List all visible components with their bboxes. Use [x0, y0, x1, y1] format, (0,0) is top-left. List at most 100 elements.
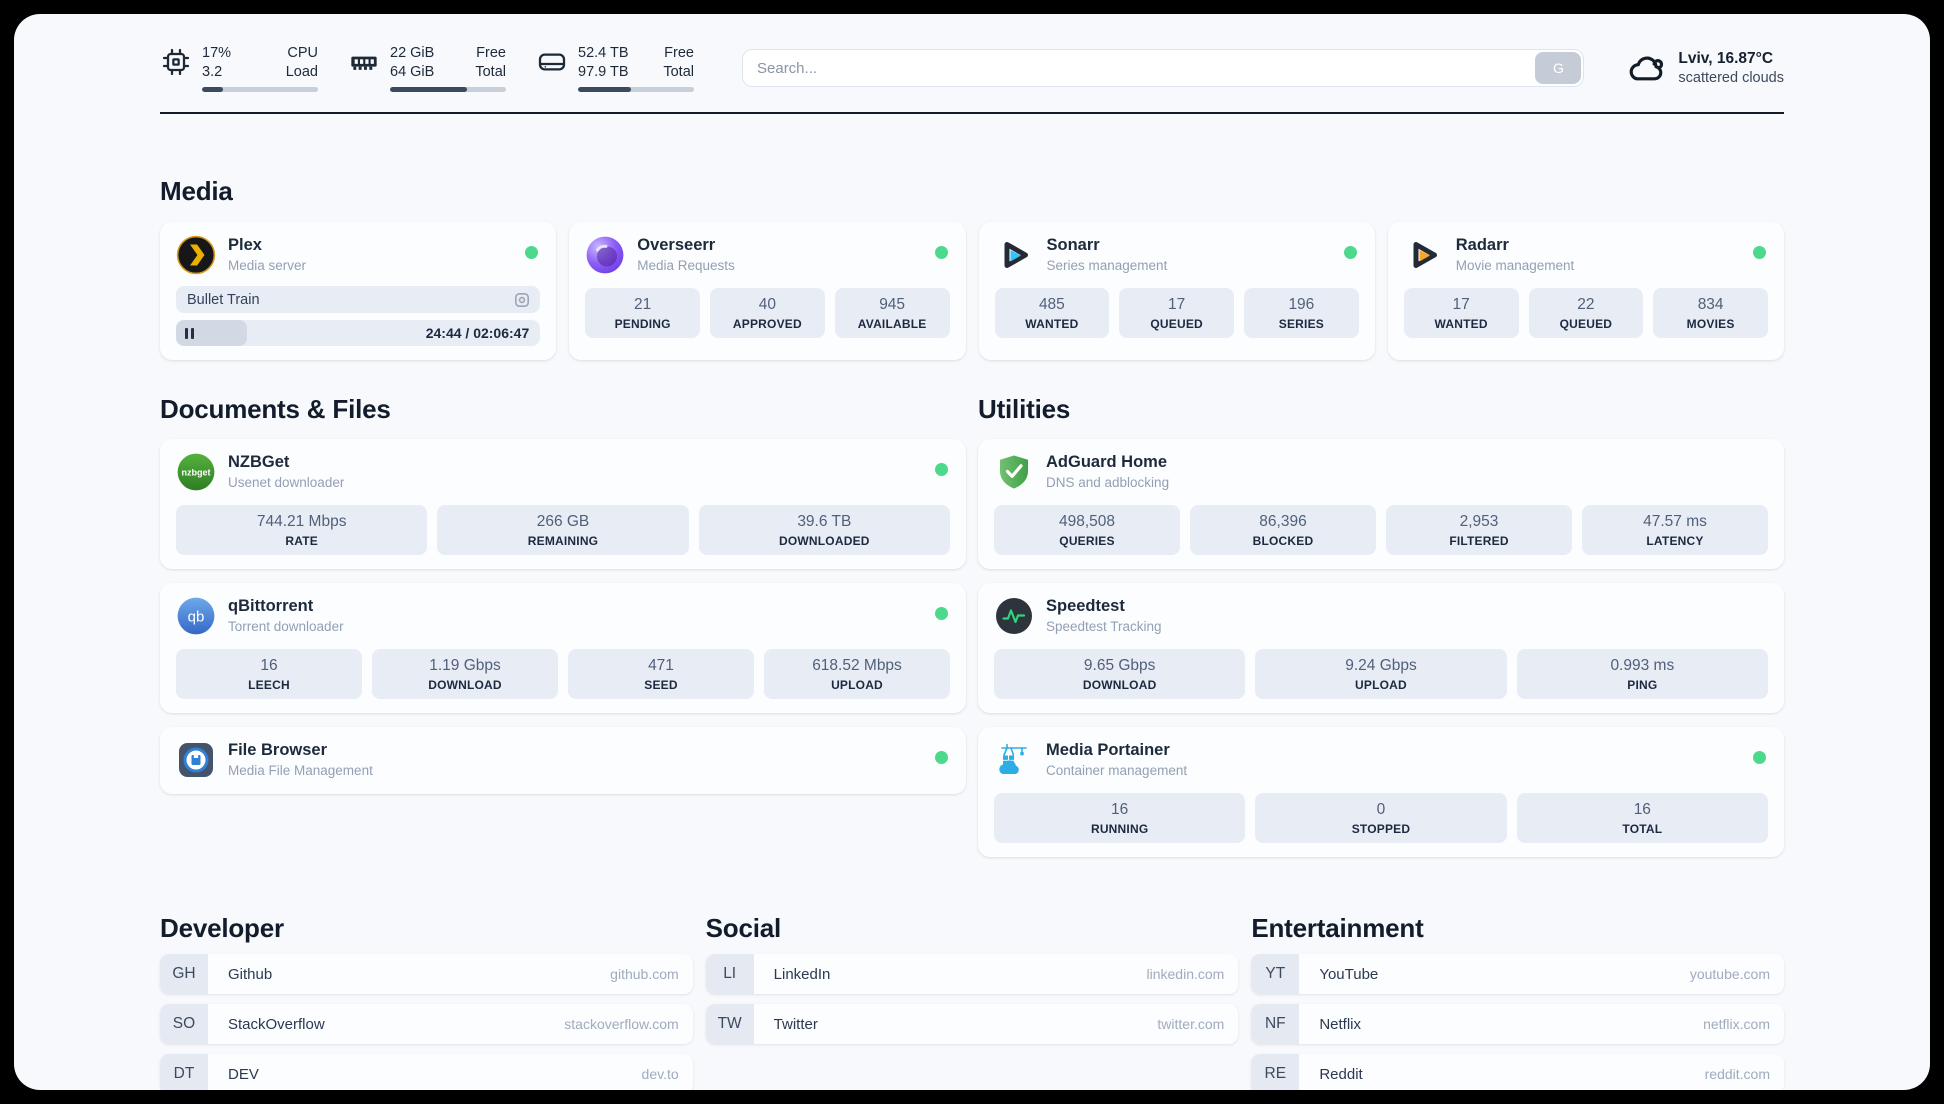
disk-free-label: Free — [664, 45, 694, 62]
bookmark-reddit[interactable]: RE Reddit reddit.com — [1251, 1054, 1784, 1090]
weather-condition: scattered clouds — [1678, 69, 1784, 86]
bookmark-name: YouTube — [1319, 965, 1379, 983]
header-divider — [160, 112, 1784, 114]
playback-time: 24:44 / 02:06:47 — [425, 325, 530, 341]
section-documents: Documents & Files nzbget NZBG — [160, 394, 966, 794]
app-card-qbittorrent[interactable]: qb qBittorrent Torrent downloader 16 LEEC… — [160, 583, 966, 713]
app-card-sonarr[interactable]: Sonarr Series management 485 WANTED 17 QUE… — [978, 222, 1375, 360]
bookmark-name: Netflix — [1319, 1015, 1362, 1033]
section-title-developer: Developer — [160, 913, 284, 943]
app-card-adguard[interactable]: AdGuard Home DNS and adblocking 498,508 Q… — [978, 439, 1784, 569]
stat-total: 16 TOTAL — [1516, 793, 1768, 843]
bookmark-abbr: NF — [1251, 1004, 1300, 1044]
memory-free-label: Free — [476, 45, 506, 62]
app-card-plex[interactable]: Plex Media server Bullet Train 24:44 / 0… — [160, 222, 557, 360]
app-subtitle: DNS and adblocking — [1046, 475, 1170, 490]
status-dot — [934, 246, 948, 259]
section-title-documents: Documents & Files — [160, 394, 391, 424]
section-media: Plex Media server Bullet Train 24:44 / 0… — [160, 222, 1784, 360]
top-bar: 17% 3.2 CPU Load — [160, 40, 1784, 96]
app-card-radarr[interactable]: Radarr Movie management 17 WANTED 22 QUEUE… — [1387, 222, 1784, 360]
app-subtitle: Series management — [1046, 258, 1168, 273]
memory-icon — [348, 46, 380, 78]
app-title: Media Portainer — [1046, 741, 1170, 759]
bookmark-domain: youtube.com — [1689, 966, 1770, 982]
bookmark-domain: stackoverflow.com — [564, 1016, 679, 1032]
app-subtitle: Media File Management — [228, 763, 373, 778]
app-title: Overseerr — [637, 236, 716, 254]
status-dot — [1753, 751, 1766, 764]
app-title: Speedtest — [1046, 597, 1125, 615]
status-dot — [935, 463, 948, 476]
stat-blocked: 86,396 BLOCKED — [1190, 505, 1376, 555]
bookmark-domain: dev.to — [641, 1066, 679, 1082]
cpu-progress-bar — [202, 87, 318, 92]
bookmark-twitter[interactable]: TW Twitter twitter.com — [705, 1004, 1239, 1044]
app-card-filebrowser[interactable]: File Browser Media File Management — [160, 727, 966, 794]
bookmark-abbr: YT — [1251, 954, 1300, 994]
search-bar: G — [742, 49, 1585, 87]
app-card-nzbget[interactable]: nzbget NZBGet Usenet downloader 744.21 M… — [160, 439, 966, 569]
cpu-icon — [160, 46, 192, 78]
app-title: NZBGet — [228, 453, 290, 471]
stat-movies: 834 MOVIES — [1653, 288, 1768, 338]
bookmark-linkedin[interactable]: LI LinkedIn linkedin.com — [705, 954, 1239, 994]
stat-filtered: 2,953 FILTERED — [1386, 505, 1572, 555]
adguard-icon — [994, 452, 1034, 492]
stat-queued: 22 QUEUED — [1528, 288, 1644, 338]
stat-seed: 471 SEED — [568, 649, 754, 699]
bookmark-domain: reddit.com — [1704, 1066, 1770, 1082]
nzbget-icon: nzbget — [176, 452, 216, 492]
stat-pending: 21 PENDING — [585, 288, 700, 338]
cpu-usage-label: CPU — [287, 45, 318, 62]
app-title: Radarr — [1455, 236, 1509, 254]
stat-stopped: 0 STOPPED — [1255, 793, 1507, 843]
bookmark-domain: netflix.com — [1703, 1016, 1770, 1032]
bookmark-domain: github.com — [610, 966, 679, 982]
app-card-overseerr[interactable]: Overseerr Media Requests 21 PENDING 40 APP… — [569, 222, 966, 360]
cpu-load-value: 3.2 — [202, 64, 223, 81]
bookmark-dev[interactable]: DT DEV dev.to — [160, 1054, 693, 1090]
app-subtitle: Movie management — [1455, 258, 1575, 273]
search-input[interactable] — [742, 49, 1585, 87]
app-card-portainer[interactable]: Media Portainer Container management 16 R… — [978, 727, 1784, 857]
bookmark-name: StackOverflow — [228, 1015, 325, 1033]
bookmark-netflix[interactable]: NF Netflix netflix.com — [1251, 1004, 1784, 1044]
stat-queued: 17 QUEUED — [1119, 288, 1234, 338]
bookmark-group-entertainment: Entertainment YT YouTube youtube.com NF … — [1251, 913, 1784, 1090]
disk-total-value: 97.9 TB — [578, 64, 629, 81]
bookmark-domain: twitter.com — [1157, 1016, 1225, 1032]
stat-download: 9.65 Gbps DOWNLOAD — [994, 649, 1246, 699]
app-title: Plex — [228, 236, 262, 254]
app-subtitle: Torrent downloader — [228, 619, 344, 634]
filebrowser-icon — [176, 740, 216, 780]
svg-text:qb: qb — [188, 609, 205, 626]
bookmark-stackoverflow[interactable]: SO StackOverflow stackoverflow.com — [160, 1004, 693, 1044]
stat-wanted: 17 WANTED — [1403, 288, 1519, 338]
stat-downloaded: 39.6 TB DOWNLOADED — [698, 505, 950, 555]
bookmark-name: DEV — [228, 1065, 259, 1083]
status-dot — [1343, 246, 1357, 259]
bookmark-group-social: Social LI LinkedIn linkedin.com TW Twitt… — [705, 913, 1239, 1044]
app-card-speedtest[interactable]: Speedtest Speedtest Tracking 9.65 Gbps DO… — [978, 583, 1784, 713]
section-title-social: Social — [705, 913, 782, 943]
app-title: qBittorrent — [228, 597, 314, 615]
cpu-stat: 17% 3.2 CPU Load — [160, 44, 318, 92]
dashboard-panel: 17% 3.2 CPU Load — [14, 14, 1930, 1090]
search-go-button[interactable]: G — [1535, 52, 1582, 84]
app-title: AdGuard Home — [1046, 453, 1168, 471]
playback-progress: 24:44 / 02:06:47 — [176, 320, 541, 346]
disk-progress-bar — [578, 87, 694, 92]
bookmark-youtube[interactable]: YT YouTube youtube.com — [1251, 954, 1784, 994]
app-title: Sonarr — [1046, 236, 1100, 254]
section-title-utilities: Utilities — [978, 394, 1071, 424]
weather-location: Lviv, 16.87°C — [1678, 49, 1774, 67]
status-dot — [1753, 246, 1766, 259]
bookmark-abbr: RE — [1251, 1054, 1300, 1090]
bookmark-abbr: SO — [160, 1004, 208, 1044]
bookmark-github[interactable]: GH Github github.com — [160, 954, 693, 994]
disk-stat: 52.4 TB 97.9 TB Free Total — [536, 44, 694, 92]
weather-widget: Lviv, 16.87°C scattered clouds — [1626, 48, 1784, 88]
app-subtitle: Container management — [1046, 763, 1188, 778]
stat-available: 945 AVAILABLE — [834, 288, 950, 338]
